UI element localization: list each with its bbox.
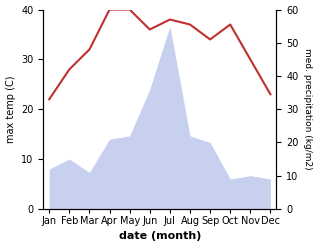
Y-axis label: max temp (C): max temp (C)	[5, 76, 16, 143]
X-axis label: date (month): date (month)	[119, 231, 201, 242]
Y-axis label: med. precipitation (kg/m2): med. precipitation (kg/m2)	[303, 48, 313, 170]
